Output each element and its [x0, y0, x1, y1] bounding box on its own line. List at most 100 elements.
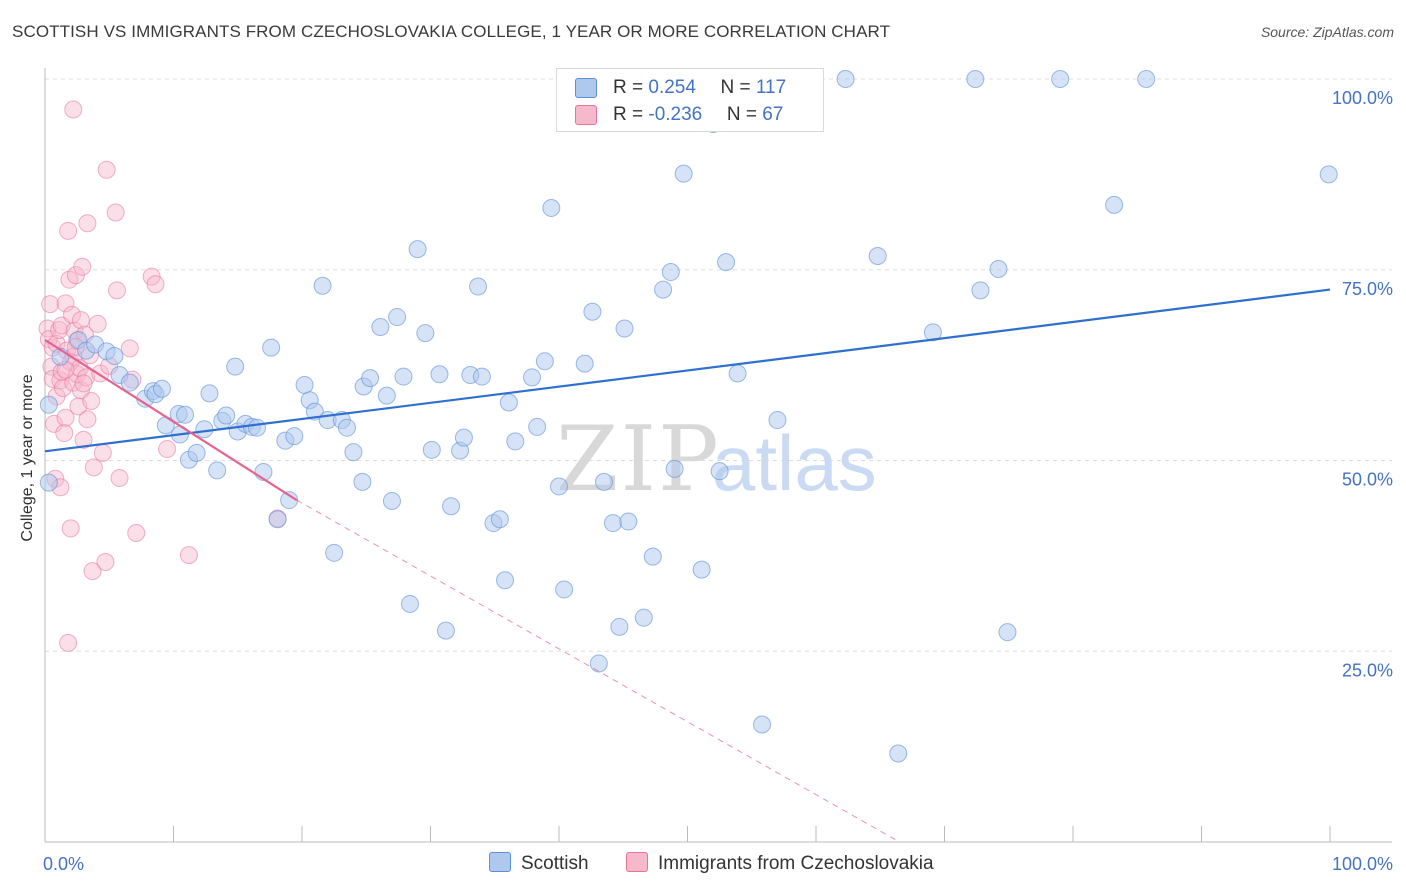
point-scottish — [1319, 165, 1338, 184]
point-immigrants — [74, 430, 93, 449]
point-scottish — [535, 352, 554, 371]
point-immigrants — [82, 391, 101, 410]
point-scottish — [728, 364, 747, 383]
point-scottish — [187, 443, 206, 462]
point-immigrants — [110, 469, 129, 488]
legend-n-label: N = — [726, 104, 763, 125]
point-scottish — [400, 594, 419, 613]
point-scottish — [1105, 195, 1124, 214]
point-immigrants — [78, 214, 97, 233]
point-immigrants — [64, 100, 83, 119]
point-scottish — [490, 510, 509, 529]
point-immigrants — [78, 410, 97, 429]
point-immigrants — [56, 294, 75, 313]
point-immigrants — [83, 562, 102, 581]
point-scottish — [285, 427, 304, 446]
bottom-legend-label-immigrants: Immigrants from Czechoslovakia — [658, 853, 934, 874]
point-scottish — [661, 263, 680, 282]
point-scottish — [555, 580, 574, 599]
point-scottish — [989, 259, 1008, 278]
point-scottish — [665, 459, 684, 478]
point-scottish — [442, 497, 461, 516]
point-scottish — [226, 357, 245, 376]
trend-lines — [44, 288, 1331, 843]
point-immigrants — [61, 519, 80, 538]
point-immigrants — [60, 270, 79, 289]
point-scottish — [200, 384, 219, 403]
watermark-zip: ZIP — [556, 407, 721, 512]
legend-n-value: 117 — [755, 77, 787, 98]
point-scottish — [1051, 70, 1070, 88]
point-scottish — [472, 367, 491, 386]
legend-n-label: N = — [720, 77, 756, 98]
point-scottish — [195, 420, 214, 439]
point-scottish — [868, 247, 887, 266]
point-scottish — [371, 317, 390, 336]
point-immigrants — [107, 281, 126, 300]
point-scottish — [674, 164, 693, 183]
point-immigrants — [127, 523, 146, 542]
point-scottish — [120, 373, 139, 392]
axes — [44, 68, 1392, 843]
point-immigrants — [56, 408, 75, 427]
point-scottish — [603, 514, 622, 533]
point-scottish — [710, 462, 729, 481]
point-scottish — [325, 543, 344, 562]
bottom-legend-swatch-scottish — [489, 852, 511, 872]
legend-r-value: -0.236 — [648, 104, 703, 125]
point-scottish — [523, 368, 542, 387]
legend-r-label: R = — [613, 77, 649, 98]
point-scottish — [422, 440, 441, 459]
point-immigrants — [59, 633, 78, 652]
point-immigrants — [93, 443, 112, 462]
point-scottish — [528, 417, 547, 436]
trend-line-immigrants-extended — [296, 499, 900, 843]
point-scottish — [923, 323, 942, 342]
point-scottish — [615, 319, 634, 338]
point-immigrants — [120, 339, 139, 358]
point-scottish — [268, 510, 287, 529]
point-immigrants — [179, 546, 198, 565]
watermark-atlas: atlas — [712, 419, 877, 507]
point-scottish — [550, 477, 568, 496]
point-scottish — [394, 367, 413, 386]
y-tick-label: 75.0% — [1342, 279, 1393, 299]
x-tick-label: 100.0% — [1332, 854, 1393, 874]
point-scottish — [454, 428, 473, 447]
point-immigrants — [53, 379, 72, 398]
point-scottish — [594, 472, 613, 491]
y-tick-label: 25.0% — [1342, 660, 1393, 680]
bottom-legend-swatch-immigrants — [626, 852, 648, 872]
point-scottish — [575, 354, 594, 373]
point-scottish — [337, 418, 356, 437]
point-immigrants — [73, 257, 92, 276]
point-scottish — [542, 198, 561, 217]
y-tick-label: 100.0% — [1332, 88, 1393, 108]
point-immigrants — [96, 552, 115, 571]
point-scottish — [436, 621, 455, 640]
point-immigrants — [71, 311, 90, 330]
y-tick-label: 50.0% — [1342, 470, 1393, 490]
point-immigrants — [62, 305, 81, 324]
point-immigrants — [97, 160, 116, 179]
point-scottish — [589, 654, 608, 673]
point-scottish — [388, 308, 407, 327]
trend-line-scottish — [44, 288, 1331, 453]
point-immigrants — [74, 374, 93, 393]
point-immigrants — [55, 424, 74, 443]
series-immigrants-czechoslovakia-points — [38, 100, 287, 652]
point-scottish — [416, 324, 435, 343]
point-scottish — [344, 443, 363, 462]
point-immigrants — [84, 458, 103, 477]
point-scottish — [1137, 70, 1156, 88]
point-scottish — [248, 418, 267, 437]
legend-swatch-scottish — [575, 78, 597, 98]
point-scottish — [634, 608, 653, 627]
source-credit: Source: ZipAtlas.com — [1260, 24, 1394, 40]
point-immigrants — [41, 295, 60, 314]
grid-lines — [45, 78, 1392, 652]
point-scottish — [217, 406, 236, 425]
point-scottish — [39, 473, 58, 492]
legend-r-value: 0.254 — [648, 77, 696, 98]
